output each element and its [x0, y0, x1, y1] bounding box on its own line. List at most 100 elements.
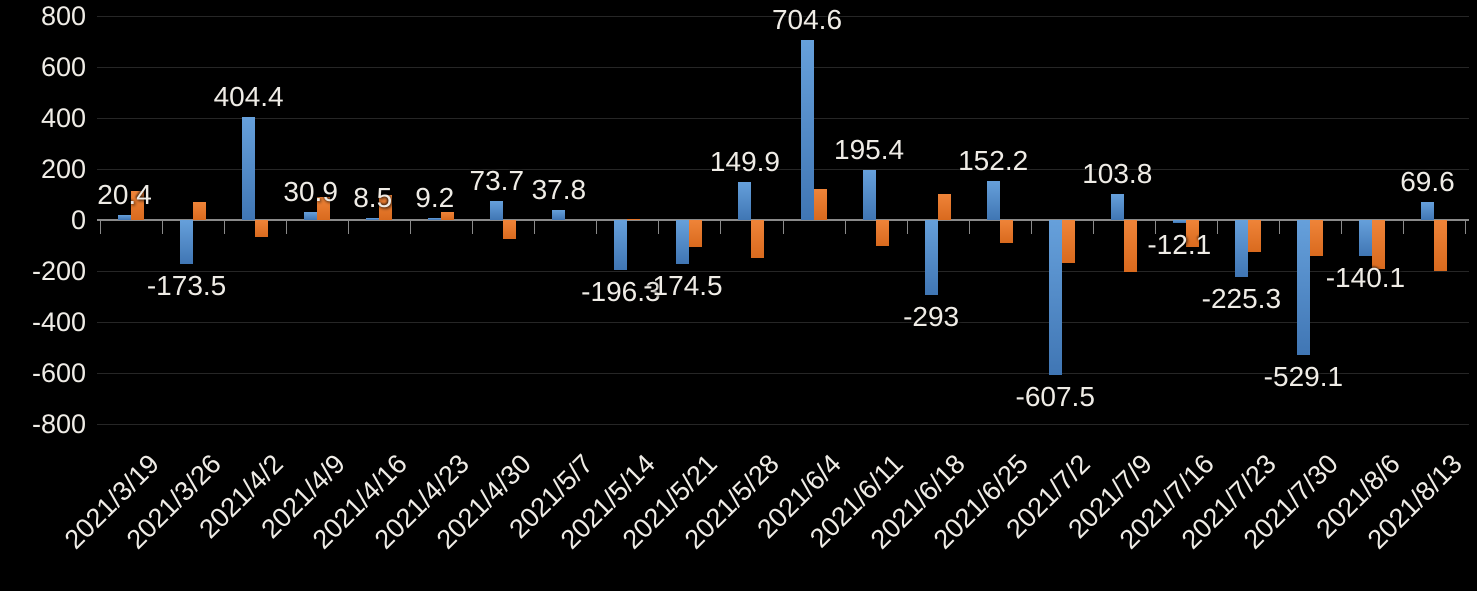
data-label: 9.2	[415, 181, 455, 213]
axis-tick-mark	[534, 221, 536, 234]
bar-orange-2021/5/28[interactable]	[751, 220, 765, 259]
data-label: -293	[903, 300, 960, 332]
bar-blue-2021/7/23[interactable]	[1234, 220, 1248, 278]
data-label: 30.9	[283, 176, 338, 208]
axis-tick-mark	[1092, 221, 1094, 234]
y-axis-tick-label: 0	[70, 205, 86, 235]
data-label: -225.3	[1201, 283, 1282, 315]
gridline	[97, 271, 1469, 272]
bar-orange-2021/3/19[interactable]	[131, 190, 145, 220]
axis-tick-mark	[968, 221, 970, 234]
data-label: 704.6	[771, 4, 843, 36]
bar-orange-2021/4/30[interactable]	[503, 220, 517, 240]
axis-tick-mark	[1465, 221, 1466, 234]
data-label: -12.1	[1147, 229, 1212, 261]
axis-tick-mark	[224, 221, 226, 234]
axis-tick-mark	[348, 221, 350, 234]
data-label: 103.8	[1082, 157, 1153, 189]
bar-blue-2021/3/26[interactable]	[180, 220, 194, 265]
data-label: 8.5	[353, 181, 393, 213]
data-label: -607.5	[1015, 380, 1095, 412]
bar-blue-2021/5/7[interactable]	[552, 210, 566, 220]
y-axis-tick-label: -400	[31, 307, 86, 337]
gridline	[97, 322, 1469, 323]
bar-orange-2021/8/13[interactable]	[1433, 220, 1447, 271]
gridline	[97, 373, 1469, 374]
y-axis-tick-label: 400	[40, 103, 86, 133]
bar-blue-2021/6/18[interactable]	[924, 220, 938, 295]
gridline	[97, 169, 1469, 170]
x-axis-line	[97, 219, 1469, 221]
bar-orange-2021/3/26[interactable]	[193, 202, 207, 220]
bar-orange-2021/7/30[interactable]	[1309, 220, 1323, 256]
bar-blue-2021/6/11[interactable]	[862, 170, 876, 220]
bar-orange-2021/7/9[interactable]	[1123, 220, 1137, 272]
y-axis-tick-label: 800	[40, 1, 86, 31]
axis-tick-mark	[844, 221, 846, 234]
bar-blue-2021/6/25[interactable]	[986, 181, 1000, 220]
bar-orange-2021/4/9[interactable]	[317, 197, 331, 220]
gridline	[97, 118, 1469, 119]
axis-tick-mark	[596, 221, 598, 234]
axis-tick-mark	[162, 221, 164, 234]
bar-blue-2021/7/30[interactable]	[1296, 220, 1310, 355]
y-axis-tick-label: 600	[40, 52, 86, 82]
bar-orange-2021/6/11[interactable]	[875, 220, 889, 247]
data-label: -174.5	[643, 270, 723, 302]
y-axis-tick-label: 200	[40, 154, 86, 184]
data-label: 149.9	[709, 145, 780, 177]
axis-tick-mark	[1154, 221, 1156, 234]
bar-blue-2021/8/6[interactable]	[1358, 220, 1372, 256]
bar-blue-2021/6/4[interactable]	[800, 40, 814, 220]
data-label: -196.3	[581, 276, 661, 308]
bar-blue-2021/7/16[interactable]	[1172, 220, 1186, 224]
bar-blue-2021/5/28[interactable]	[738, 181, 752, 220]
bar-blue-2021/8/13[interactable]	[1420, 202, 1434, 220]
axis-tick-mark	[286, 221, 288, 234]
bar-orange-2021/5/14[interactable]	[627, 218, 641, 220]
bar-orange-2021/6/25[interactable]	[999, 220, 1013, 243]
bar-blue-2021/7/9[interactable]	[1110, 193, 1124, 220]
gridline	[97, 16, 1469, 17]
bar-blue-2021/4/9[interactable]	[304, 212, 318, 220]
data-label: 404.4	[213, 80, 284, 112]
bar-blue-2021/4/16[interactable]	[366, 217, 380, 220]
axis-tick-mark	[1216, 221, 1218, 234]
bar-orange-2021/7/23[interactable]	[1247, 220, 1261, 252]
bar-orange-2021/4/2[interactable]	[255, 220, 269, 238]
bar-orange-2021/7/2[interactable]	[1061, 220, 1075, 264]
axis-tick-mark	[410, 221, 412, 234]
bar-blue-2021/3/19[interactable]	[118, 214, 132, 220]
axis-tick-mark	[906, 221, 908, 234]
data-label: -529.1	[1263, 360, 1344, 392]
data-label: 152.2	[958, 145, 1029, 177]
axis-tick-mark	[472, 221, 474, 234]
bar-blue-2021/4/2[interactable]	[242, 116, 256, 220]
axis-tick-mark	[1030, 221, 1032, 234]
gridline	[97, 424, 1469, 425]
bar-blue-2021/4/23[interactable]	[428, 217, 442, 220]
bar-orange-2021/8/6[interactable]	[1371, 220, 1385, 269]
bar-orange-2021/6/18[interactable]	[937, 193, 951, 220]
data-label: 20.4	[97, 178, 152, 210]
bar-orange-2021/5/21[interactable]	[689, 220, 703, 248]
bar-blue-2021/7/2[interactable]	[1048, 220, 1062, 375]
data-label: 69.6	[1400, 166, 1455, 198]
data-label: 73.7	[469, 165, 525, 197]
bar-orange-2021/7/16[interactable]	[1185, 220, 1199, 248]
y-axis-tick-label: -200	[31, 256, 86, 286]
y-axis-tick-label: -800	[31, 409, 86, 439]
gridline	[97, 67, 1469, 68]
axis-tick-mark	[100, 221, 101, 234]
bar-orange-2021/4/23[interactable]	[441, 211, 455, 220]
bar-blue-2021/5/21[interactable]	[676, 220, 690, 265]
bar-blue-2021/5/14[interactable]	[614, 220, 628, 271]
y-axis-tick-label: -600	[31, 358, 86, 388]
axis-tick-mark	[1340, 221, 1342, 234]
data-label: -173.5	[146, 270, 227, 302]
bar-blue-2021/4/30[interactable]	[490, 201, 504, 220]
bar-orange-2021/6/4[interactable]	[813, 189, 827, 220]
bar-orange-2021/4/16[interactable]	[379, 194, 393, 220]
data-label: -140.1	[1325, 261, 1406, 293]
